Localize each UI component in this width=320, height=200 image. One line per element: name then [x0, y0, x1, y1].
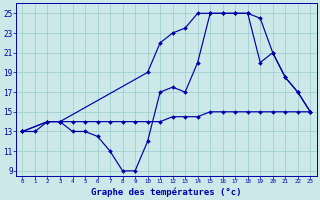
X-axis label: Graphe des températures (°c): Graphe des températures (°c) [91, 187, 242, 197]
